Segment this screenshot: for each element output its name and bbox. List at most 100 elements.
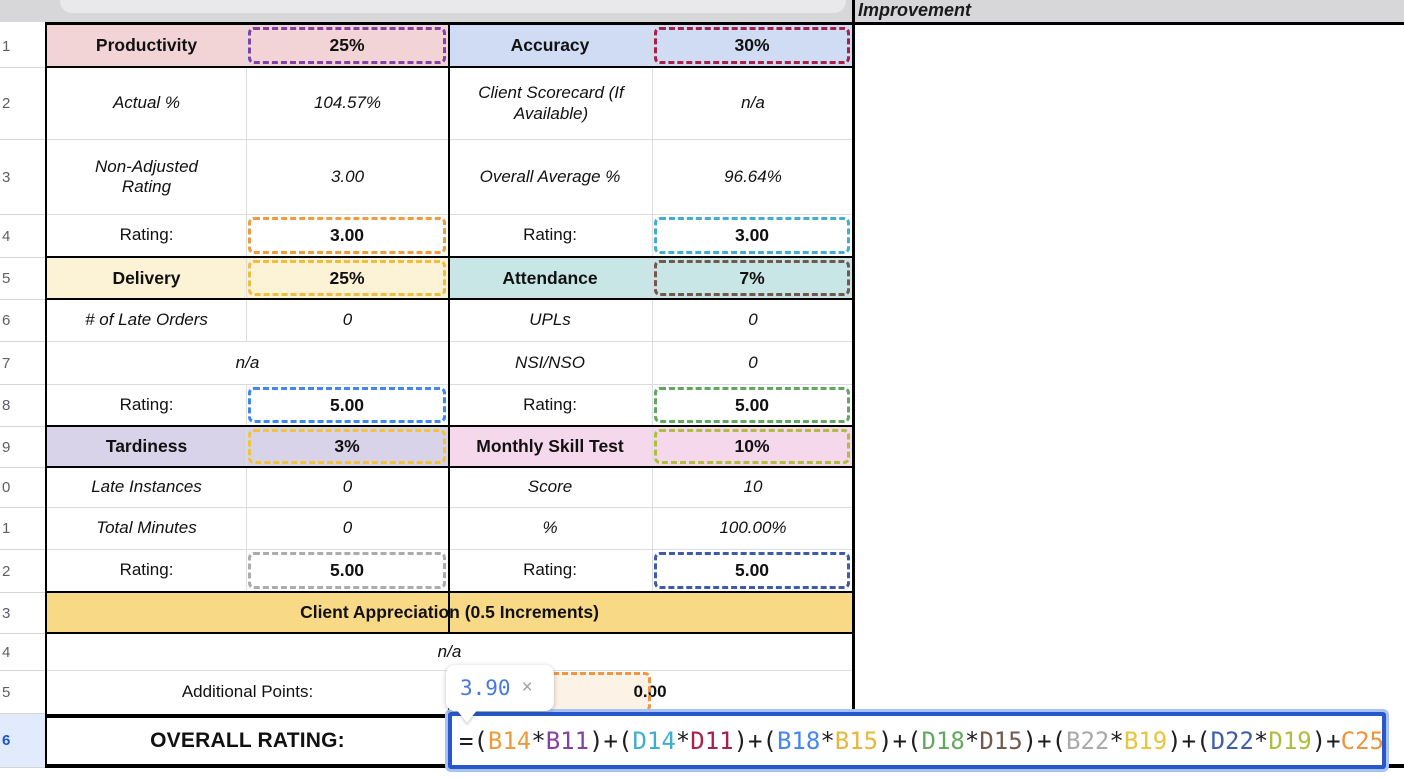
- improvement-column-header[interactable]: Improvement: [858, 0, 972, 20]
- row-header[interactable]: 3: [0, 593, 45, 634]
- cell-D13[interactable]: 96.64%: [724, 166, 782, 186]
- formula-token: B11: [545, 726, 590, 755]
- formula-token: B18: [776, 726, 821, 755]
- cell-B18[interactable]: 5.00: [248, 387, 446, 423]
- formula-result-tooltip: 3.90 ×: [446, 665, 554, 711]
- cell-C20[interactable]: Score: [527, 477, 573, 497]
- formula-token: B19: [1123, 726, 1168, 755]
- cell-B19[interactable]: 3%: [248, 429, 446, 464]
- cell-B20[interactable]: 0: [342, 477, 353, 497]
- formula-token: )+(: [1167, 726, 1211, 755]
- formula-token: D19: [1268, 726, 1312, 755]
- cell-B22[interactable]: 5.00: [248, 552, 446, 589]
- tooltip-caret: [456, 709, 478, 723]
- cell-D12[interactable]: n/a: [741, 93, 765, 113]
- cell-A15[interactable]: Delivery: [112, 267, 181, 288]
- row-header[interactable]: 3: [0, 140, 45, 215]
- cell-B11[interactable]: 25%: [248, 27, 446, 64]
- formula-token: )+(: [733, 726, 777, 755]
- cell-B21[interactable]: 0: [342, 518, 353, 538]
- formula-token: *: [1109, 726, 1124, 755]
- cell-B12[interactable]: 104.57%: [313, 93, 382, 113]
- close-icon[interactable]: ×: [521, 677, 533, 698]
- cell-D16[interactable]: 0: [748, 310, 758, 330]
- cell-B15[interactable]: 25%: [248, 260, 446, 296]
- scrolled-card-edge: [60, 0, 846, 13]
- cell-A12[interactable]: Actual %: [112, 93, 181, 113]
- cell-A14[interactable]: Rating:: [119, 225, 174, 245]
- formula-token: B22: [1066, 726, 1110, 755]
- client-appreciation-strip: [45, 593, 855, 632]
- cell-A26-B26-merged[interactable]: OVERALL RATING:: [150, 729, 345, 753]
- formula-token: )+(: [1022, 726, 1067, 755]
- cell-C19[interactable]: Monthly Skill Test: [476, 436, 624, 456]
- cell-C21[interactable]: %: [542, 518, 558, 538]
- formula-token: )+(: [589, 726, 633, 755]
- formula-token: *: [531, 726, 546, 755]
- row-header[interactable]: 7: [0, 342, 45, 385]
- row-header[interactable]: 5: [0, 671, 45, 714]
- cell-B14[interactable]: 3.00: [248, 217, 446, 254]
- row-header[interactable]: 0: [0, 468, 45, 508]
- cell-C22[interactable]: Rating:: [523, 560, 577, 580]
- cell-C15[interactable]: Attendance: [502, 267, 598, 288]
- cell-A23-D23-merged[interactable]: Client Appreciation (0.5 Increments): [300, 602, 599, 622]
- cell-A24-D24-merged[interactable]: n/a: [437, 641, 462, 661]
- cell-C18[interactable]: Rating:: [523, 394, 577, 414]
- row-header[interactable]: 8: [0, 385, 45, 427]
- cell-D21[interactable]: 100.00%: [719, 518, 787, 538]
- cell-D11[interactable]: 30%: [654, 27, 850, 64]
- row-header[interactable]: 1: [0, 25, 45, 68]
- cell-D14[interactable]: 3.00: [654, 217, 850, 254]
- row-header[interactable]: 2: [0, 550, 45, 593]
- monthly-skill-test-header-strip: [448, 427, 855, 466]
- cell-C13[interactable]: Overall Average %: [479, 166, 621, 186]
- cell-D17[interactable]: 0: [748, 352, 758, 372]
- formula-token: *: [675, 726, 691, 755]
- cell-B16[interactable]: 0: [342, 310, 353, 330]
- formula-token: =(: [459, 726, 488, 755]
- cell-A17-B17-merged[interactable]: n/a: [235, 352, 260, 372]
- cell-D19[interactable]: 10%: [654, 429, 850, 464]
- formula-result-value: 3.90: [460, 676, 511, 700]
- formula-token: D22: [1210, 726, 1254, 755]
- cell-A22[interactable]: Rating:: [119, 560, 174, 580]
- row-header[interactable]: 9: [0, 427, 45, 468]
- cell-A21[interactable]: Total Minutes: [96, 518, 197, 538]
- row-header[interactable]: 4: [0, 215, 45, 258]
- cell-A18[interactable]: Rating:: [119, 394, 174, 414]
- formula-token: D18: [921, 726, 965, 755]
- row-header[interactable]: 6: [0, 300, 45, 342]
- formula-token: D11: [690, 726, 734, 755]
- cell-D22[interactable]: 5.00: [654, 552, 850, 589]
- row-header[interactable]: 2: [0, 68, 45, 140]
- cell-C11[interactable]: Accuracy: [510, 35, 590, 55]
- row-header[interactable]: 6: [0, 714, 45, 768]
- cell-C12[interactable]: Client Scorecard (If Available): [478, 83, 624, 123]
- cell-C17[interactable]: NSI/NSO: [515, 352, 585, 372]
- formula-token: D14: [632, 726, 676, 755]
- cell-A16[interactable]: # of Late Orders: [85, 310, 208, 330]
- row-header[interactable]: 1: [0, 508, 45, 550]
- formula-token: B14: [487, 726, 532, 755]
- accuracy-header-strip: [448, 25, 855, 66]
- formula-editor-input[interactable]: =(B14 * B11)+(D14 * D11)+(B18 * B15)+(D18 * D15)…: [448, 712, 1386, 769]
- cell-C14[interactable]: Rating:: [523, 225, 577, 245]
- cell-A19[interactable]: Tardiness: [105, 436, 188, 456]
- row-header[interactable]: 4: [0, 634, 45, 671]
- cell-A11[interactable]: Productivity: [95, 35, 198, 55]
- cell-A25-B25-merged[interactable]: Additional Points:: [181, 681, 314, 701]
- attendance-header-strip: [448, 258, 855, 298]
- cell-D15[interactable]: 7%: [654, 260, 850, 296]
- formula-token: C25: [1340, 726, 1384, 755]
- cell-A20[interactable]: Late Instances: [91, 477, 202, 497]
- cell-B13[interactable]: 3.00: [330, 166, 365, 186]
- cell-A13[interactable]: Non-Adjusted Rating: [94, 156, 198, 196]
- cell-D18[interactable]: 5.00: [654, 387, 850, 423]
- formula-token: D15: [979, 726, 1023, 755]
- row-header[interactable]: 5: [0, 258, 45, 300]
- formula-token: B15: [834, 726, 879, 755]
- cell-C16[interactable]: UPLs: [529, 310, 571, 330]
- cell-D20[interactable]: 10: [743, 477, 763, 497]
